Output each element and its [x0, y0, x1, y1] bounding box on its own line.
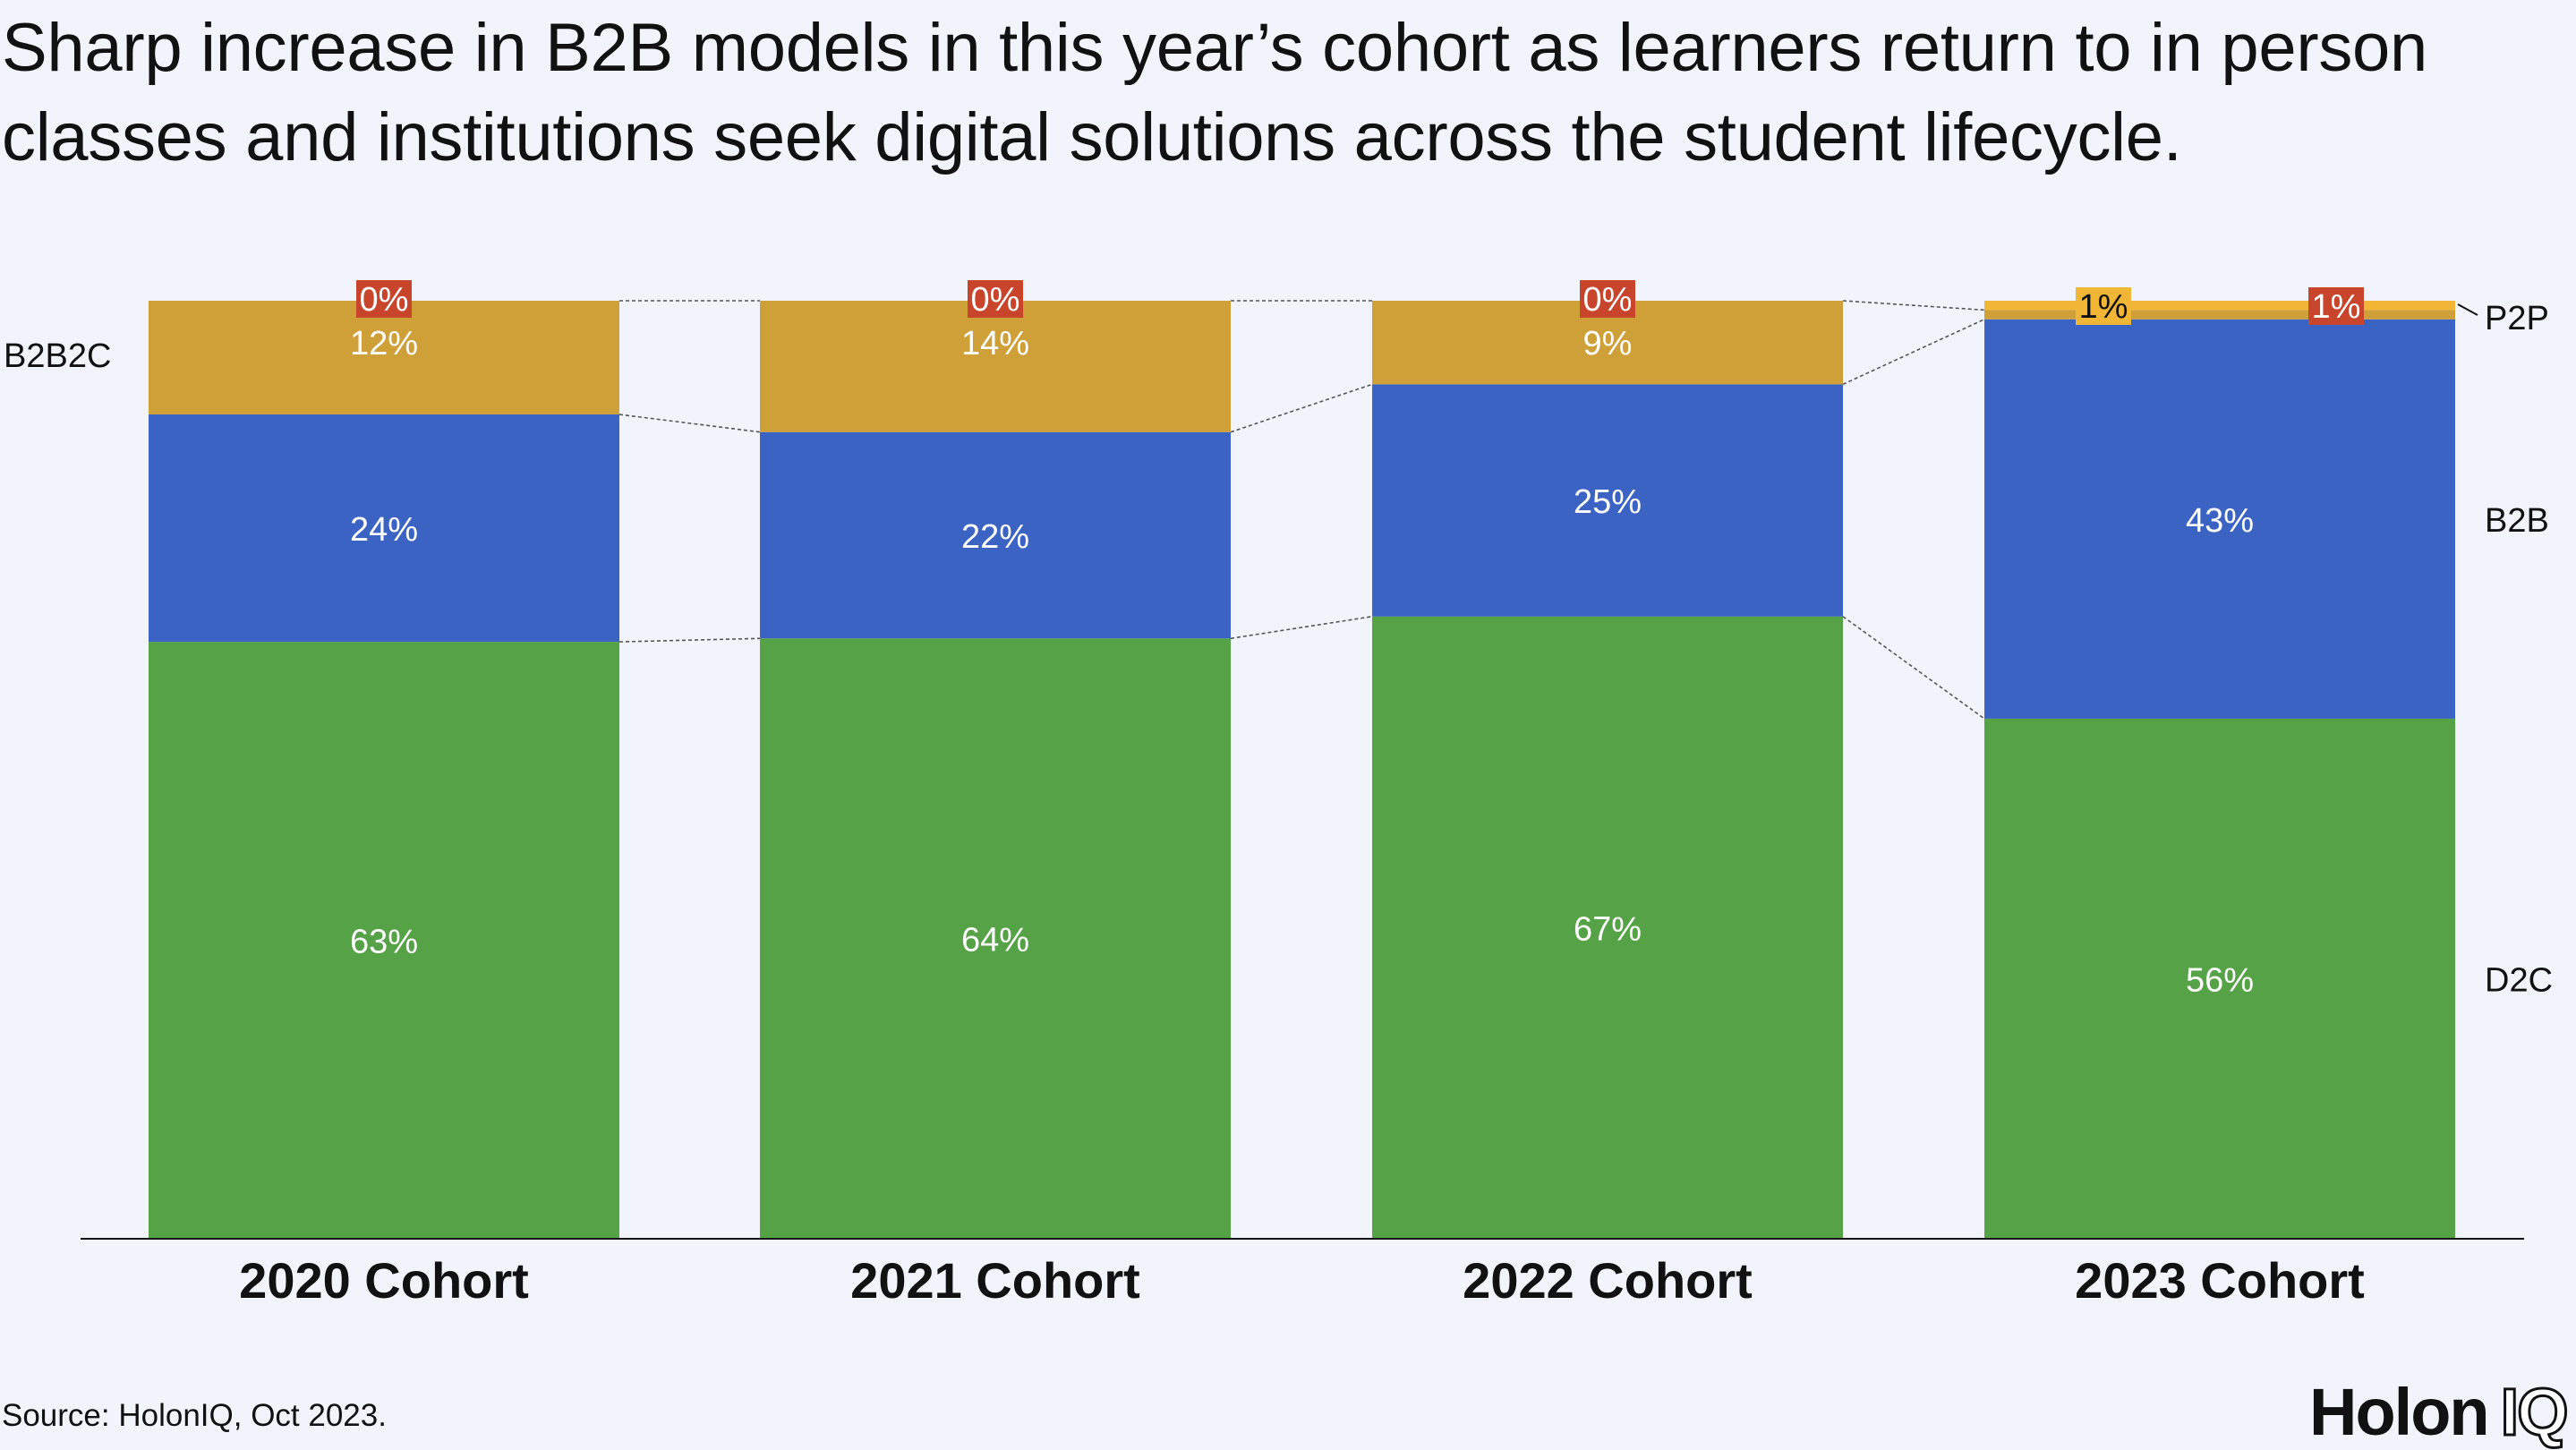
badges-group: 0% 0% 0% 1% 1% [356, 280, 2364, 326]
bar-b2b-2021-cohort [760, 431, 1231, 639]
data-label-b2b2c-2022-cohort: 9% [1583, 325, 1633, 362]
logo-mark: IQ [2499, 1374, 2570, 1450]
connector-d2c-2 [1842, 616, 1985, 720]
chart-title: Sharp increase in B2B models in this yea… [2, 10, 2427, 175]
x-tick-label-2023-cohort: 2023 Cohort [2075, 1252, 2365, 1309]
bar-b2b2c-2020-cohort [149, 301, 619, 415]
legend-leader-p2p [2457, 303, 2478, 316]
badge-label-p2p-2022-cohort: 0% [1583, 281, 1633, 319]
bars-group: 63% 24% 12% 64% 22% 14% 67% 25% 9% 56% 43% [149, 301, 2455, 1239]
badge-bg-p2p-2020-cohort [356, 280, 412, 318]
connector-d2c-0 [618, 637, 761, 643]
data-label-b2b-2023-cohort: 43% [2186, 502, 2254, 540]
bar-d2c-2021-cohort [760, 638, 1231, 1239]
connector-b2b-1 [1230, 383, 1373, 433]
badge-label-b2b2c-2023-cohort: 1% [2079, 288, 2128, 326]
badge-label-p2p-2020-cohort: 0% [360, 281, 409, 319]
data-label-b2b-2021-cohort: 22% [961, 518, 1029, 556]
inline-legend: B2B2C P2P B2B D2C [4, 300, 2553, 999]
holoniq-logo: Holon IQ [2309, 1374, 2570, 1450]
data-label-d2c-2023-cohort: 56% [2186, 961, 2254, 999]
bar-b2b-2023-cohort [1984, 319, 2455, 719]
connector-b2b-2 [1842, 319, 1985, 386]
x-axis-labels: 2020 Cohort 2021 Cohort 2022 Cohort 2023 Co… [239, 1252, 2365, 1309]
data-label-b2b-2022-cohort: 25% [1574, 483, 1642, 521]
connector-lines [618, 300, 1985, 720]
badge-bg-p2p-2021-cohort [968, 280, 1023, 318]
x-tick-label-2020-cohort: 2020 Cohort [239, 1252, 529, 1309]
connector-b2b2c-2 [1842, 300, 1985, 311]
legend-label-p2p: P2P [2485, 300, 2549, 337]
data-label-d2c-2020-cohort: 63% [350, 924, 418, 961]
data-label-b2b-2020-cohort: 24% [350, 511, 418, 549]
legend-label-b2b: B2B [2485, 502, 2549, 540]
bar-b2b2c-2021-cohort [760, 301, 1231, 432]
data-label-b2b2c-2020-cohort: 12% [350, 325, 418, 362]
x-tick-label-2022-cohort: 2022 Cohort [1463, 1252, 1753, 1309]
connector-d2c-1 [1230, 616, 1373, 640]
badge-label-p2p-2023-cohort: 1% [2312, 288, 2361, 326]
badge-bg-b2b2c-2023-cohort [2076, 287, 2131, 325]
source-note: Source: HolonIQ, Oct 2023. [2, 1398, 387, 1433]
data-label-d2c-2022-cohort: 67% [1574, 910, 1642, 948]
bar-b2b-2022-cohort [1372, 384, 1843, 617]
x-tick-label-2021-cohort: 2021 Cohort [850, 1252, 1140, 1309]
data-label-b2b2c-2021-cohort: 14% [961, 325, 1029, 362]
bar-d2c-2020-cohort [149, 642, 619, 1239]
connector-b2b-0 [618, 414, 761, 433]
legend-label-b2b2c: B2B2C [4, 337, 111, 375]
bar-p2p-2023-cohort [1984, 301, 2455, 311]
data-label-d2c-2021-cohort: 64% [961, 922, 1029, 960]
badge-bg-p2p-2023-cohort [2308, 287, 2364, 325]
logo-word: Holon [2309, 1375, 2490, 1449]
bar-b2b2c-2023-cohort [1984, 310, 2455, 320]
bar-b2b-2020-cohort [149, 414, 619, 643]
badge-label-p2p-2021-cohort: 0% [971, 281, 1020, 319]
bar-d2c-2022-cohort [1372, 616, 1843, 1239]
badge-bg-p2p-2022-cohort [1580, 280, 1635, 318]
legend-label-d2c: D2C [2485, 961, 2553, 999]
bar-d2c-2023-cohort [1984, 718, 2455, 1239]
